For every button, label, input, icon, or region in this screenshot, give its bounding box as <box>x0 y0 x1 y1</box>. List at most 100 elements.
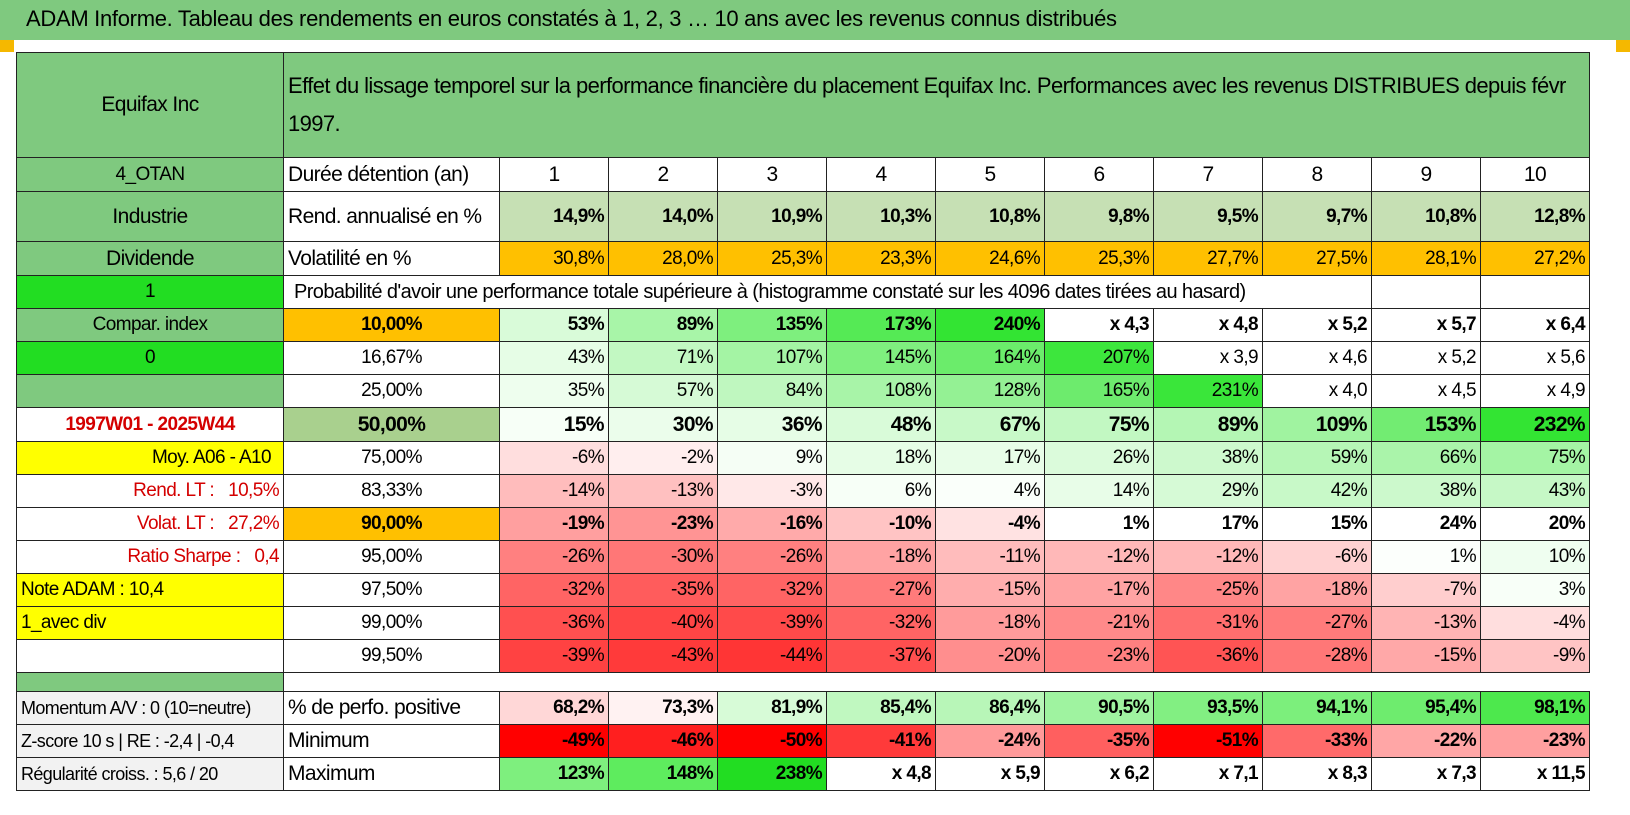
probability-level: 83,33% <box>283 474 500 508</box>
probability-value: -26% <box>499 540 609 574</box>
rend-value: 9,7% <box>1262 191 1372 242</box>
probability-value: x 5,7 <box>1371 308 1481 342</box>
probability-value: -13% <box>1371 606 1481 640</box>
probability-value: 35% <box>499 374 609 408</box>
stat-value: 27,2% <box>228 513 279 534</box>
rend-value: 10,3% <box>826 191 936 242</box>
bottom-row-label: Minimum <box>283 724 500 758</box>
probability-value: -6% <box>1262 540 1372 574</box>
rend-value: 12,8% <box>1480 191 1590 242</box>
bottom-value: 81,9% <box>717 691 827 725</box>
code-label: 4_OTAN <box>16 157 284 192</box>
side-avec-div: 1_avec div <box>16 606 284 640</box>
probability-value: 232% <box>1480 407 1590 442</box>
probability-value: 67% <box>935 407 1045 442</box>
bottom-value: -22% <box>1371 724 1481 758</box>
vol-value: 27,7% <box>1153 241 1263 276</box>
probability-value: 18% <box>826 441 936 475</box>
probability-value: 9% <box>717 441 827 475</box>
vol-value: 27,2% <box>1480 241 1590 276</box>
probability-value: 30% <box>608 407 718 442</box>
probability-value: -43% <box>608 639 718 673</box>
probability-value: -7% <box>1371 573 1481 607</box>
probability-value: -44% <box>717 639 827 673</box>
probability-value: 3% <box>1480 573 1590 607</box>
probability-value: 29% <box>1153 474 1263 508</box>
probability-value: -32% <box>499 573 609 607</box>
side-stat-volat-lt: Volat. LT : 27,2% <box>16 507 284 541</box>
probability-value: -28% <box>1262 639 1372 673</box>
rend-value: 14,0% <box>608 191 718 242</box>
bottom-value: x 5,9 <box>935 757 1045 791</box>
probability-value: 36% <box>717 407 827 442</box>
year-header: 1 <box>499 157 609 192</box>
probability-value: -27% <box>1262 606 1372 640</box>
year-header: 5 <box>935 157 1045 192</box>
vol-value: 28,0% <box>608 241 718 276</box>
bottom-value: x 7,3 <box>1371 757 1481 791</box>
rend-value: 10,8% <box>935 191 1045 242</box>
rend-label: Rend. annualisé en % <box>283 191 500 242</box>
bottom-value: -24% <box>935 724 1045 758</box>
probability-level: 99,00% <box>283 606 500 640</box>
bottom-value: x 6,2 <box>1044 757 1154 791</box>
probability-value: 1% <box>1044 507 1154 541</box>
probability-value: 10% <box>1480 540 1590 574</box>
probability-value: -32% <box>826 606 936 640</box>
probability-value: 173% <box>826 308 936 342</box>
probability-value: x 4,3 <box>1044 308 1154 342</box>
year-header: 6 <box>1044 157 1154 192</box>
probability-value: -36% <box>1153 639 1263 673</box>
year-header: 7 <box>1153 157 1263 192</box>
side-flag2: 0 <box>16 341 284 375</box>
year-header: 4 <box>826 157 936 192</box>
year-header: 2 <box>608 157 718 192</box>
bottom-side-label: Z-score 10 s | RE : -2,4 | -0,4 <box>16 724 284 758</box>
probability-value: -20% <box>935 639 1045 673</box>
probability-value: -37% <box>826 639 936 673</box>
probability-value: 14% <box>1044 474 1154 508</box>
bottom-value: 98,1% <box>1480 691 1590 725</box>
probability-level: 16,67% <box>283 341 500 375</box>
vol-value: 25,3% <box>717 241 827 276</box>
probability-value: x 3,9 <box>1153 341 1263 375</box>
bottom-value: -41% <box>826 724 936 758</box>
probability-value: 53% <box>499 308 609 342</box>
vol-value: 23,3% <box>826 241 936 276</box>
vol-value: 28,1% <box>1371 241 1481 276</box>
probability-value: x 4,0 <box>1262 374 1372 408</box>
bottom-value: -35% <box>1044 724 1154 758</box>
probability-value: 24% <box>1371 507 1481 541</box>
probability-value: -21% <box>1044 606 1154 640</box>
probability-value: -18% <box>1262 573 1372 607</box>
bottom-row-label: % de perfo. positive <box>283 691 500 725</box>
probability-level: 75,00% <box>283 441 500 475</box>
probability-value: -15% <box>935 573 1045 607</box>
bottom-value: 238% <box>717 757 827 791</box>
bottom-side-label: Momentum A/V : 0 (10=neutre) <box>16 691 284 725</box>
probability-value: 38% <box>1153 441 1263 475</box>
probability-title: Probabilité d'avoir une performance tota… <box>283 275 1372 309</box>
vol-value: 24,6% <box>935 241 1045 276</box>
vol-value: 25,3% <box>1044 241 1154 276</box>
probability-value: 15% <box>499 407 609 442</box>
vol-label: Volatilité en % <box>283 241 500 276</box>
probability-value: -40% <box>608 606 718 640</box>
sector-label: Industrie <box>16 191 284 242</box>
probability-value: 89% <box>1153 407 1263 442</box>
bottom-value: x 8,3 <box>1262 757 1372 791</box>
probability-value: -14% <box>499 474 609 508</box>
type-label: Dividende <box>16 241 284 276</box>
bottom-value: 73,3% <box>608 691 718 725</box>
probability-value: 165% <box>1044 374 1154 408</box>
probability-value: 207% <box>1044 341 1154 375</box>
bottom-value: -33% <box>1262 724 1372 758</box>
probability-value: 48% <box>826 407 936 442</box>
probability-value: 75% <box>1044 407 1154 442</box>
header-description: Effet du lissage temporel sur la perform… <box>283 52 1590 158</box>
probability-value: x 4,5 <box>1371 374 1481 408</box>
year-header: 3 <box>717 157 827 192</box>
probability-value: 42% <box>1262 474 1372 508</box>
probability-value: 4% <box>935 474 1045 508</box>
probability-value: x 5,2 <box>1371 341 1481 375</box>
